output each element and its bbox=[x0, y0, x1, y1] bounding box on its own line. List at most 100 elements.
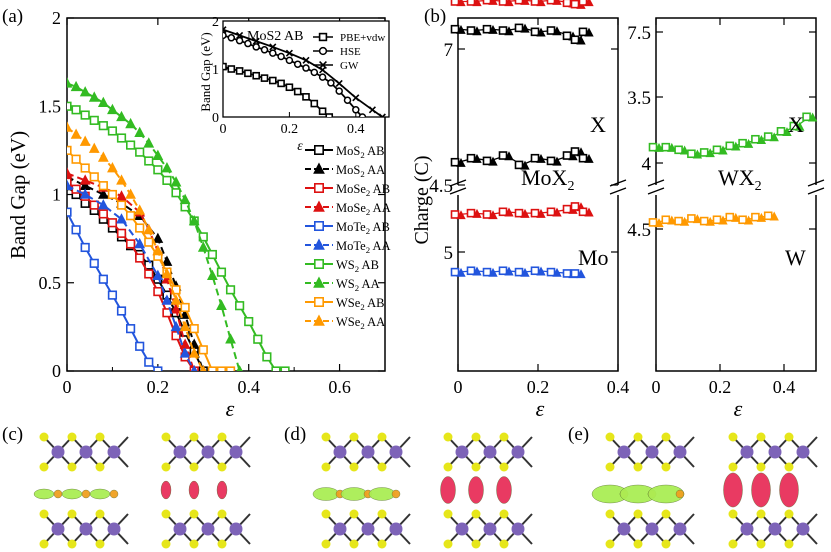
legend-label: MoS2 AB bbox=[336, 144, 385, 160]
data-point bbox=[79, 174, 91, 185]
chalcogen-atom bbox=[784, 509, 794, 519]
chalcogen-atom bbox=[189, 509, 199, 519]
structure-cell bbox=[33, 432, 129, 549]
metal-atom bbox=[361, 522, 375, 536]
chalcogen-atom bbox=[189, 462, 199, 472]
charge-density-isosurface bbox=[675, 489, 685, 499]
data-point bbox=[144, 156, 154, 166]
x-tick-label: 0.4 bbox=[773, 377, 796, 397]
metal-atom bbox=[389, 522, 403, 536]
chalcogen-atom bbox=[728, 509, 738, 519]
charge-point-aa bbox=[654, 218, 664, 228]
charge-point-aa bbox=[667, 215, 677, 225]
structure-images bbox=[33, 432, 818, 549]
inset-data-point bbox=[310, 68, 319, 77]
data-point bbox=[271, 366, 281, 371]
data-point bbox=[171, 285, 181, 295]
inset-data-point bbox=[310, 99, 319, 108]
chalcogen-atom bbox=[633, 462, 643, 472]
data-point bbox=[67, 145, 72, 155]
inset-ylabel: Band Gap (eV) bbox=[198, 32, 213, 111]
charge-point-ab bbox=[725, 212, 735, 222]
data-point bbox=[98, 274, 108, 284]
data-point bbox=[180, 302, 190, 313]
chalcogen-atom bbox=[189, 539, 199, 549]
metal-atom bbox=[107, 445, 121, 459]
chart-a-ylabel: Band Gap (eV) bbox=[6, 131, 30, 259]
charge-point-aa bbox=[488, 156, 498, 166]
chalcogen-atom bbox=[661, 432, 671, 442]
charge-point-ab bbox=[674, 216, 683, 226]
y-tick-label: 0.5 bbox=[39, 273, 62, 293]
chalcogen-atom bbox=[499, 509, 509, 519]
chart-b-left-frame bbox=[457, 17, 619, 372]
series-line bbox=[67, 184, 196, 371]
inset-data-point bbox=[352, 94, 360, 102]
panel-label-c: (c) bbox=[2, 424, 23, 445]
charge-point-ab bbox=[514, 208, 524, 218]
inset-legend-label: HSE bbox=[340, 46, 361, 58]
data-point bbox=[144, 269, 154, 279]
charge-point-aa bbox=[679, 145, 690, 155]
charge-point-ab bbox=[546, 207, 556, 217]
chart-b-left-xlabel: ε bbox=[536, 396, 545, 421]
legend-label: WSe2 AA bbox=[336, 315, 385, 331]
data-point bbox=[88, 91, 100, 102]
data-point bbox=[126, 324, 136, 334]
panel-label-a: (a) bbox=[2, 6, 23, 27]
charge-point-ab bbox=[498, 26, 508, 35]
inset-data-point bbox=[277, 79, 285, 88]
charge-point-ab bbox=[530, 208, 540, 218]
inset-legend-label: PBE+vdw bbox=[340, 32, 385, 44]
charge-point-aa bbox=[520, 208, 530, 218]
data-point bbox=[244, 316, 254, 327]
data-point bbox=[161, 255, 173, 266]
charge-density-isosurface bbox=[751, 472, 771, 508]
charge-point-aa bbox=[472, 266, 482, 276]
chalcogen-atom bbox=[217, 462, 227, 472]
charge-point-aa bbox=[718, 215, 728, 225]
data-point bbox=[216, 299, 227, 310]
data-point bbox=[116, 200, 127, 210]
charge-point-aa bbox=[705, 148, 715, 158]
data-point bbox=[116, 110, 127, 122]
chalcogen-atom bbox=[217, 432, 227, 442]
data-point bbox=[107, 290, 118, 300]
charge-point-ab bbox=[514, 23, 524, 33]
chalcogen-atom bbox=[321, 509, 331, 519]
data-point bbox=[126, 140, 136, 150]
chalcogen-atom bbox=[443, 462, 453, 472]
chart-b-right-frame bbox=[655, 17, 817, 372]
charge-point-ab bbox=[498, 151, 508, 160]
charge-point-ab bbox=[530, 0, 540, 6]
chalcogen-atom bbox=[161, 509, 171, 519]
charge-density-isosurface bbox=[468, 476, 484, 504]
inset-y-tick-label: 1 bbox=[212, 63, 219, 78]
chalcogen-atom bbox=[605, 509, 615, 519]
legend-label: MoTe2 AA bbox=[336, 239, 391, 255]
data-point bbox=[207, 249, 217, 260]
metal-atom bbox=[51, 445, 65, 459]
chalcogen-atom bbox=[661, 539, 671, 549]
legend-label: MoTe2 AB bbox=[336, 220, 390, 236]
legend-label: WS2 AB bbox=[336, 258, 379, 274]
inset-data-point bbox=[378, 113, 386, 117]
metal-atom bbox=[796, 445, 810, 459]
legend-marker bbox=[313, 258, 324, 269]
charge-point-aa bbox=[568, 151, 578, 161]
data-point bbox=[89, 200, 99, 210]
charge-point-aa bbox=[743, 138, 754, 148]
data-point bbox=[67, 207, 72, 217]
metal-atom bbox=[173, 445, 187, 459]
charge-point-aa bbox=[795, 121, 805, 131]
charge-point-ab bbox=[570, 35, 580, 45]
inset-legend-marker bbox=[318, 32, 328, 42]
inset-data-point bbox=[293, 87, 302, 96]
charge-point-aa bbox=[504, 0, 514, 7]
charge-point-ab bbox=[648, 218, 658, 227]
charge-point-ab bbox=[466, 153, 476, 163]
charge-point-ab bbox=[466, 26, 476, 35]
legend-marker bbox=[313, 296, 324, 307]
metal-atom bbox=[79, 445, 93, 459]
inset-data-point bbox=[285, 56, 294, 65]
